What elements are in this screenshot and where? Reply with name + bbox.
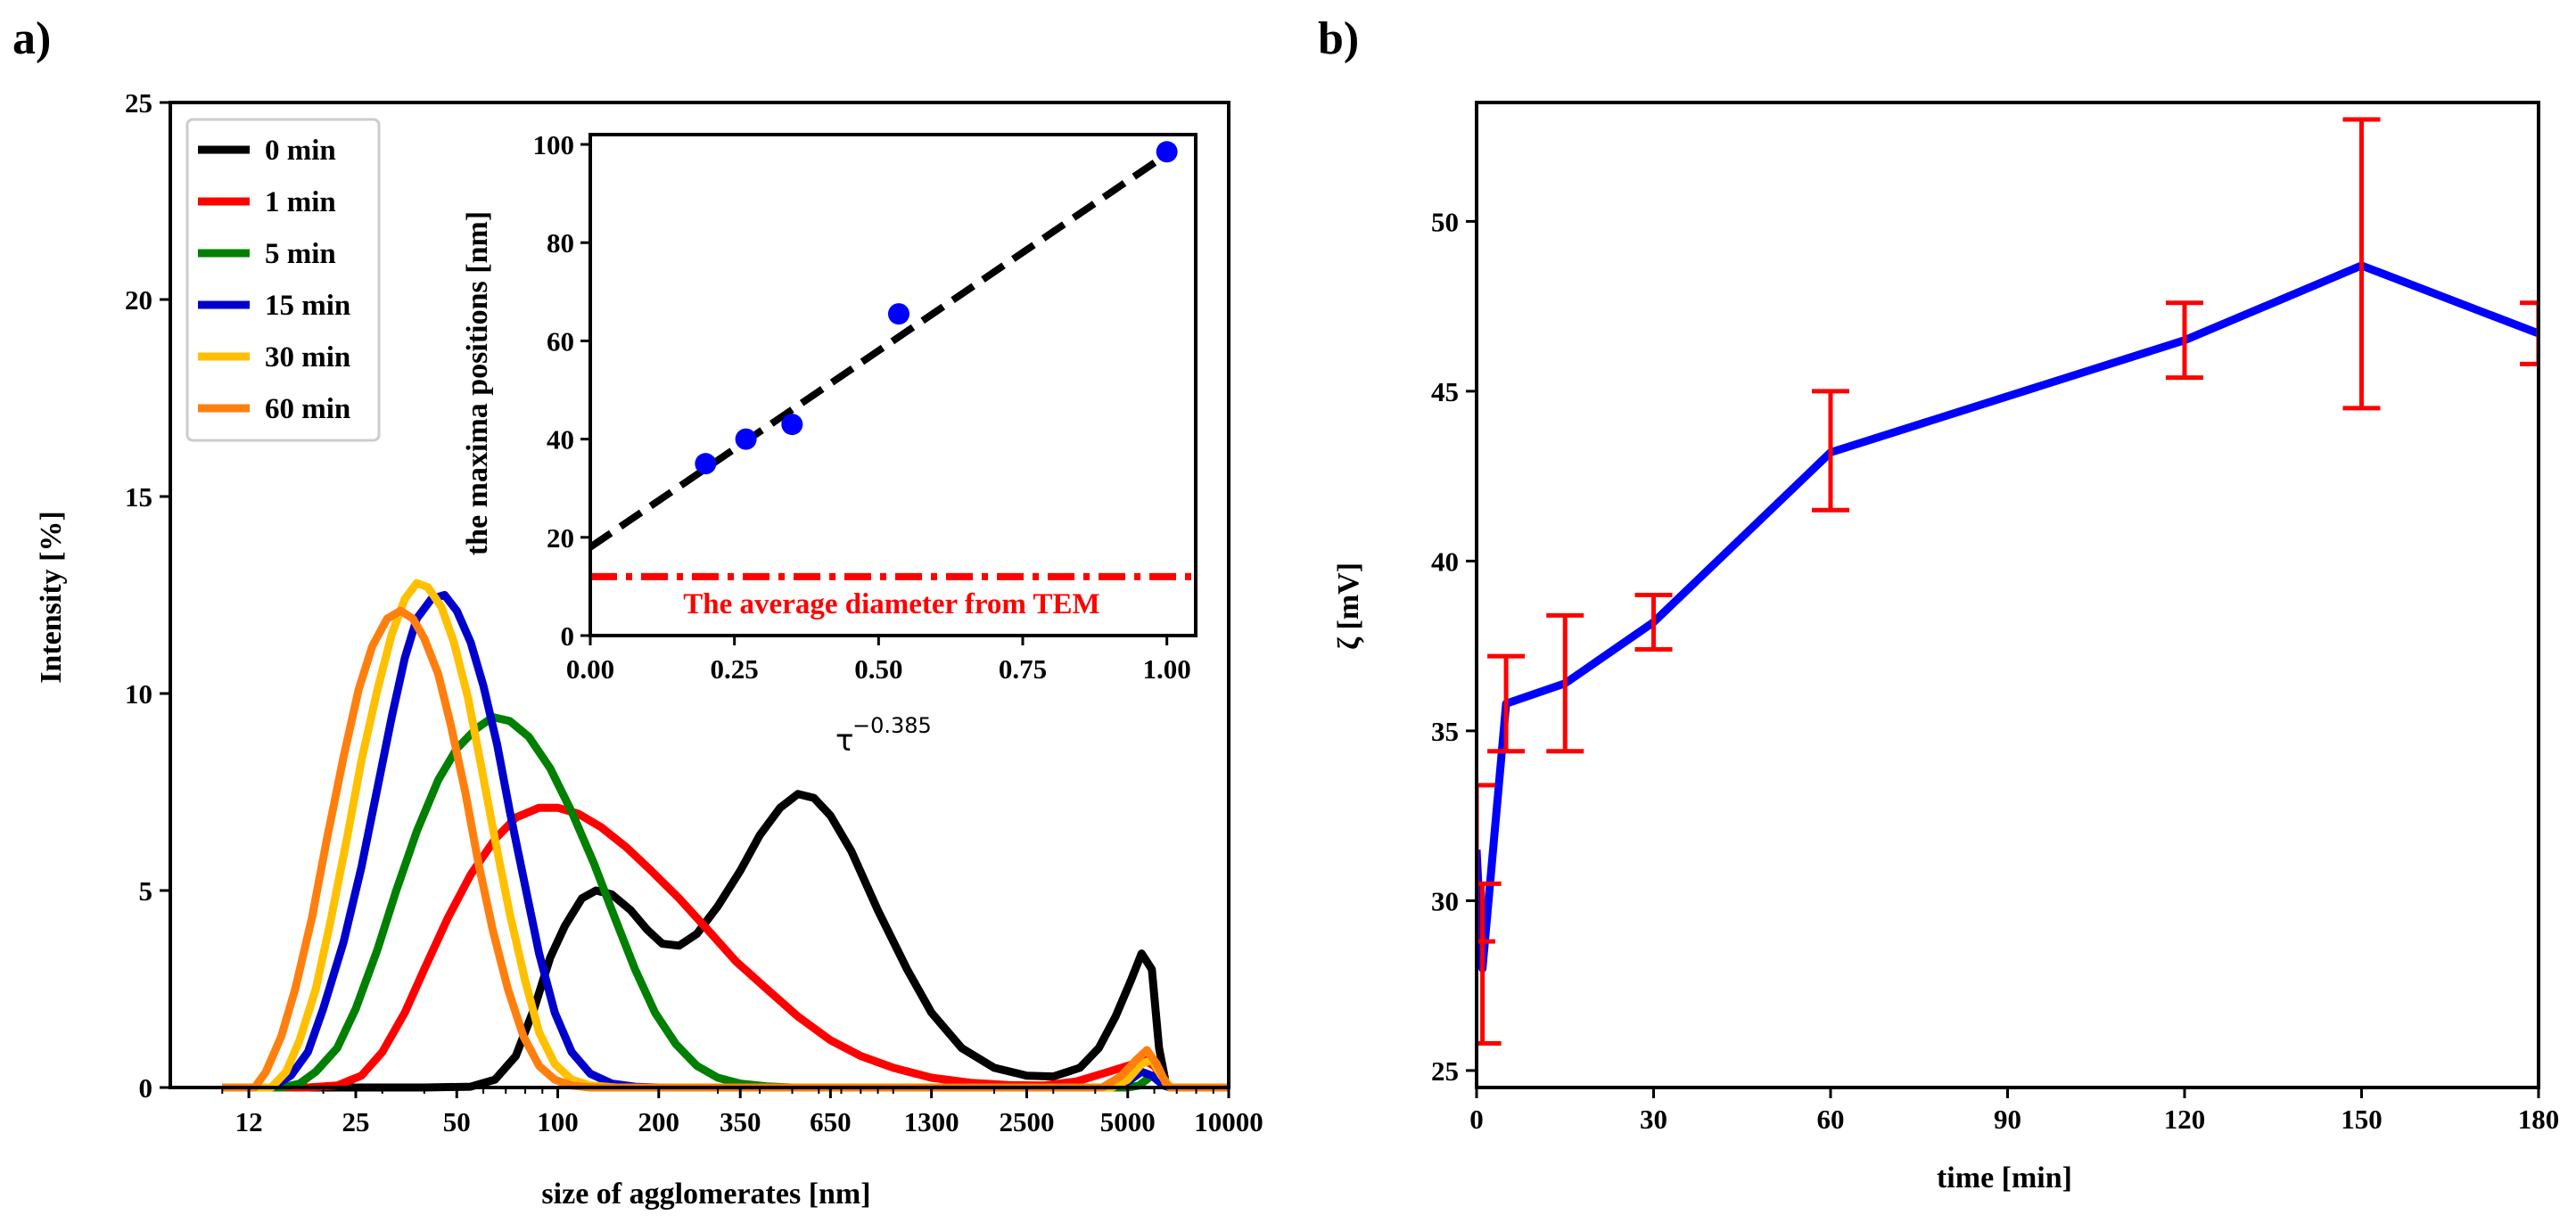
legend-label-15-min: 15 min: [265, 290, 350, 322]
panel-b-x-tick-label: 90: [1994, 1104, 2021, 1135]
inset-x-tick-label: 0.00: [566, 653, 614, 685]
panel-b-x-axis-title: time [min]: [1937, 1161, 2072, 1194]
zeta-series-line: [1477, 261, 2539, 973]
panel-a-label: a): [12, 13, 51, 64]
panel-b-x-tick-label: 30: [1640, 1104, 1667, 1135]
panel-b-y-tick-label: 45: [1431, 376, 1459, 407]
panel-b-y-tick-label: 50: [1431, 206, 1459, 237]
inset-x-tick-label: 0.50: [854, 653, 902, 685]
legend-label-1-min: 1 min: [265, 186, 336, 218]
inset-y-tick-label: 100: [533, 129, 575, 160]
panel-b-y-tick-label: 25: [1431, 1055, 1459, 1087]
inset-y-tick-label: 0: [561, 620, 575, 652]
inset-data-point: [735, 428, 757, 450]
panel-a-inset-chart: 0 20 40 60 80 100 0.00 0.25 0.50 0.75 1.00: [533, 129, 1197, 685]
inset-x-tick-label: 0.25: [711, 653, 759, 685]
inset-data-point: [695, 453, 717, 475]
panel-b-chart: 25 30 35 40 45 50 0 30 60 90 120 150 180: [1431, 101, 2560, 1135]
panel-a-x-tick-label: 25: [342, 1106, 370, 1137]
error-bar: [1812, 389, 1849, 513]
panel-b-plot-area: [1477, 117, 2539, 1046]
panel-a-x-tick-label: 2500: [999, 1106, 1054, 1137]
panel-a-x-axis-title: size of agglomerates [nm]: [541, 1178, 870, 1211]
legend-label-0-min: 0 min: [265, 135, 336, 167]
inset-x-axis-title: τ −0.385: [835, 713, 932, 759]
error-bar: [2342, 117, 2381, 411]
panel-a-y-tick-label: 25: [125, 87, 152, 119]
panel-a-x-tick-label: 12: [235, 1106, 263, 1137]
panel-a-x-tick-label: 650: [810, 1106, 852, 1137]
panel-b-y-tick-label: 30: [1431, 885, 1459, 916]
inset-x-tick-label: 1.00: [1143, 653, 1191, 685]
panel-b-x-tick-label: 120: [2164, 1104, 2206, 1135]
series-line-30-min: [222, 579, 1229, 1092]
panel-b-y-axis-title: ζ [mV]: [1332, 562, 1365, 650]
panel-a-y-tick-label: 0: [139, 1072, 153, 1104]
error-bar: [2520, 300, 2539, 366]
inset-y-tick-label: 20: [547, 522, 574, 554]
inset-data-point: [781, 414, 803, 436]
inset-x-axis-title-base: τ: [835, 723, 853, 759]
error-bar: [1546, 612, 1584, 754]
error-bar: [1477, 881, 1502, 1046]
panel-a-x-tick-label: 50: [443, 1106, 471, 1137]
panel-a-x-tick-label: 1300: [904, 1106, 959, 1137]
panel-b-x-tick-label: 150: [2341, 1104, 2383, 1135]
inset-frame: [588, 133, 1197, 637]
series-line-5-min: [222, 713, 1229, 1092]
series-line-60-min: [222, 606, 1229, 1092]
panel-a-y-tick-label: 5: [139, 875, 153, 907]
inset-y-tick-label: 60: [547, 325, 574, 357]
inset-data-point: [887, 303, 909, 325]
inset-y-tick-label: 40: [547, 424, 574, 456]
panel-b-label: b): [1318, 13, 1359, 64]
panel-a-y-tick-label: 20: [125, 284, 152, 316]
panel-a-x-tick-label: 350: [720, 1106, 761, 1137]
inset-y-tick-label: 80: [547, 227, 574, 259]
legend-box: [185, 118, 381, 442]
panel-a-frame: [169, 101, 1230, 1089]
panel-b-x-tick-label: 180: [2518, 1104, 2560, 1135]
legend-label-5-min: 5 min: [265, 238, 336, 270]
inset-data-point: [1156, 141, 1178, 163]
inset-x-axis-title-exponent: −0.385: [852, 713, 932, 738]
panel-a-x-tick-label: 10000: [1194, 1106, 1263, 1137]
error-bar: [2166, 300, 2203, 381]
panel-a-y-axis-title: Intensity [%]: [35, 511, 68, 684]
panel-b-y-tick-label: 35: [1431, 716, 1459, 747]
inset-fit-line: [588, 151, 1169, 551]
panel-a-y-tick-label: 15: [125, 481, 152, 513]
panel-b-y-tick-label: 40: [1431, 546, 1459, 577]
error-bar: [1634, 593, 1673, 652]
inset-x-tick-label: 0.75: [999, 653, 1047, 685]
series-line-1-min: [222, 803, 1229, 1092]
panel-a-x-tick-label: 5000: [1100, 1106, 1156, 1137]
legend-label-60-min: 60 min: [265, 393, 350, 425]
panel-a-x-tick-label: 200: [638, 1106, 680, 1137]
panel-a-y-tick-label: 10: [125, 678, 152, 710]
error-bar: [1477, 783, 1495, 944]
inset-background: [590, 135, 1196, 636]
error-bar: [1487, 653, 1526, 754]
inset-reference-line-label: The average diameter from TEM: [683, 588, 1099, 620]
panel-b-x-tick-label: 60: [1817, 1104, 1845, 1135]
legend-label-30-min: 30 min: [265, 341, 350, 373]
panel-b-x-tick-label: 0: [1469, 1104, 1484, 1135]
panel-a-x-tick-label: 100: [537, 1106, 579, 1137]
inset-y-axis-title: the maxima positions [nm]: [461, 211, 494, 555]
series-line-0-min: [222, 790, 1229, 1092]
